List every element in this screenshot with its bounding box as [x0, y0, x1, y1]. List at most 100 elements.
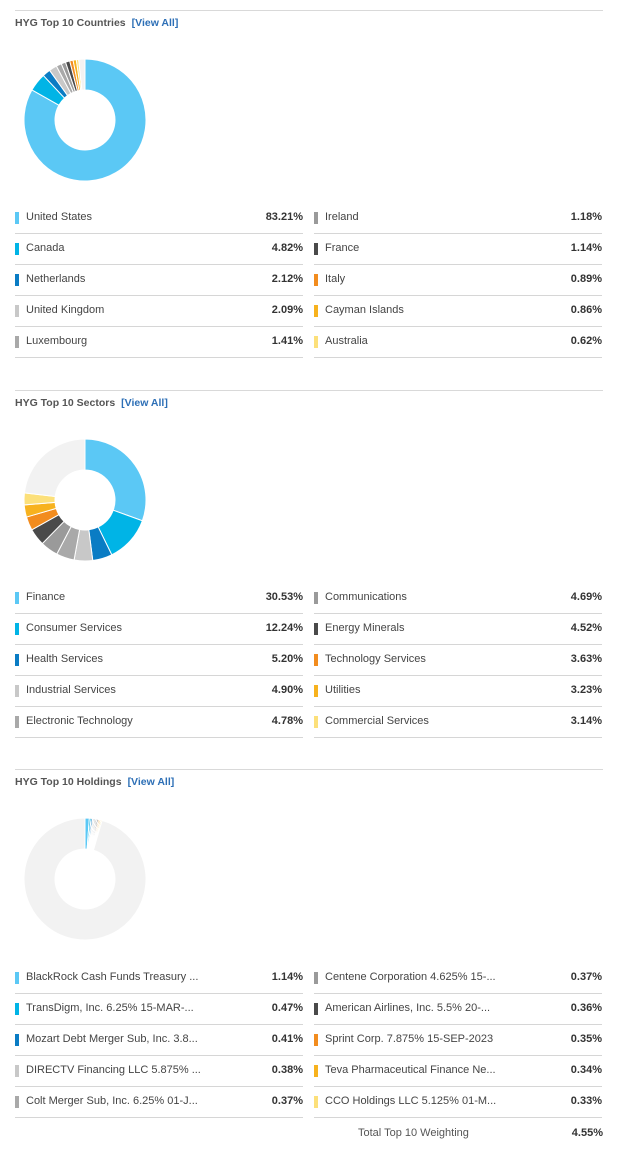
- countries-legend-row: Luxembourg 1.41%: [15, 327, 303, 358]
- holdings-donut-chart: [23, 817, 147, 941]
- legend-color-swatch: [15, 274, 19, 286]
- legend-color-swatch: [314, 336, 318, 348]
- legend-value: 1.14%: [271, 971, 303, 983]
- legend-value: 0.36%: [570, 1002, 602, 1014]
- holdings-legend-row: Colt Merger Sub, Inc. 6.25% 01-J... 0.37%: [15, 1087, 303, 1118]
- legend-label: Energy Minerals: [325, 622, 405, 634]
- countries-view-all-link[interactable]: [View All]: [131, 17, 179, 29]
- legend-value: 83.21%: [265, 211, 303, 223]
- legend-color-swatch: [314, 716, 318, 728]
- sectors-legend-row: Consumer Services 12.24%: [15, 614, 303, 645]
- holdings-legend-row: Teva Pharmaceutical Finance Ne... 0.34%: [314, 1056, 602, 1087]
- legend-value: 3.23%: [570, 684, 602, 696]
- legend-value: 12.24%: [265, 622, 303, 634]
- legend-label: Australia: [325, 335, 368, 347]
- sectors-legend-row: Utilities 3.23%: [314, 676, 602, 707]
- countries-legend-row: Cayman Islands 0.86%: [314, 296, 602, 327]
- legend-label: Sprint Corp. 7.875% 15-SEP-2023: [325, 1033, 494, 1045]
- holdings-legend-row: DIRECTV Financing LLC 5.875% ... 0.38%: [15, 1056, 303, 1087]
- sectors-holdings-divider: [15, 769, 603, 770]
- legend-value: 2.12%: [271, 273, 303, 285]
- legend-value: 3.63%: [570, 653, 602, 665]
- countries-legend-row: France 1.14%: [314, 234, 602, 265]
- legend-color-swatch: [314, 212, 318, 224]
- legend-value: 0.62%: [570, 335, 602, 347]
- legend-color-swatch: [314, 305, 318, 317]
- holdings-legend-row: Sprint Corp. 7.875% 15-SEP-2023 0.35%: [314, 1025, 602, 1056]
- legend-color-swatch: [15, 305, 19, 317]
- countries-legend-left-column: United States 83.21% Canada 4.82% Netherland…: [15, 203, 303, 358]
- holdings-section: HYG Top 10 Holdings [View All] BlackRock …: [15, 769, 603, 1154]
- sectors-title: HYG Top 10 Sectors [View All]: [15, 397, 168, 409]
- legend-label: Communications: [325, 591, 407, 603]
- countries-donut-chart: [23, 58, 147, 182]
- legend-color-swatch: [314, 654, 318, 666]
- legend-label: Cayman Islands: [325, 304, 404, 316]
- sectors-donut-chart: [23, 438, 147, 562]
- legend-value: 0.38%: [271, 1064, 303, 1076]
- legend-label: Netherlands: [26, 273, 86, 285]
- legend-label: Teva Pharmaceutical Finance Ne...: [325, 1064, 496, 1076]
- legend-label: Centene Corporation 4.625% 15-...: [325, 971, 496, 983]
- legend-color-swatch: [314, 685, 318, 697]
- legend-value: 0.33%: [570, 1095, 602, 1107]
- total-weighting-value: 4.55%: [571, 1127, 603, 1139]
- countries-slice: [23, 58, 147, 182]
- legend-color-swatch: [314, 972, 318, 984]
- legend-value: 0.37%: [271, 1095, 303, 1107]
- legend-label: Mozart Debt Merger Sub, Inc. 3.8...: [26, 1033, 198, 1045]
- legend-value: 4.90%: [271, 684, 303, 696]
- countries-legend-row: Canada 4.82%: [15, 234, 303, 265]
- total-weighting-label: Total Top 10 Weighting: [358, 1127, 469, 1139]
- legend-value: 0.34%: [570, 1064, 602, 1076]
- total-weighting: Total Top 10 Weighting 4.55%: [358, 1127, 603, 1139]
- countries-legend-row: Italy 0.89%: [314, 265, 602, 296]
- holdings-title: HYG Top 10 Holdings [View All]: [15, 776, 174, 788]
- legend-color-swatch: [15, 1034, 19, 1046]
- legend-label: Canada: [26, 242, 65, 254]
- legend-value: 0.35%: [570, 1033, 602, 1045]
- legend-value: 0.89%: [570, 273, 602, 285]
- legend-color-swatch: [15, 592, 19, 604]
- legend-value: 0.37%: [570, 971, 602, 983]
- legend-label: Commercial Services: [325, 715, 429, 727]
- countries-title: HYG Top 10 Countries [View All]: [15, 17, 178, 29]
- countries-legend-row: United Kingdom 2.09%: [15, 296, 303, 327]
- legend-color-swatch: [314, 592, 318, 604]
- legend-label: DIRECTV Financing LLC 5.875% ...: [26, 1064, 201, 1076]
- countries-title-text: HYG Top 10 Countries: [15, 17, 126, 29]
- legend-label: Health Services: [26, 653, 104, 665]
- legend-color-swatch: [314, 1034, 318, 1046]
- legend-value: 1.14%: [570, 242, 602, 254]
- holdings-legend-right-column: Centene Corporation 4.625% 15-... 0.37% Am…: [314, 963, 602, 1118]
- legend-value: 5.20%: [271, 653, 303, 665]
- holdings-view-all-link[interactable]: [View All]: [127, 776, 175, 788]
- sectors-legend-right-column: Communications 4.69% Energy Minerals 4.52% T…: [314, 583, 602, 738]
- legend-value: 4.82%: [271, 242, 303, 254]
- countries-legend-row: Australia 0.62%: [314, 327, 602, 358]
- holdings-legend-left-column: BlackRock Cash Funds Treasury ... 1.14% Tr…: [15, 963, 303, 1118]
- legend-color-swatch: [15, 1096, 19, 1108]
- legend-value: 0.47%: [271, 1002, 303, 1014]
- sectors-view-all-link[interactable]: [View All]: [121, 397, 168, 409]
- legend-color-swatch: [15, 243, 19, 255]
- legend-color-swatch: [314, 623, 318, 635]
- legend-label: Consumer Services: [26, 622, 122, 634]
- holdings-legend-row: Centene Corporation 4.625% 15-... 0.37%: [314, 963, 602, 994]
- legend-label: TransDigm, Inc. 6.25% 15-MAR-...: [26, 1002, 194, 1014]
- holdings-legend-row: BlackRock Cash Funds Treasury ... 1.14%: [15, 963, 303, 994]
- legend-value: 30.53%: [265, 591, 303, 603]
- legend-label: Utilities: [325, 684, 361, 696]
- legend-label: Finance: [26, 591, 66, 603]
- legend-value: 4.78%: [271, 715, 303, 727]
- holdings-title-text: HYG Top 10 Holdings: [15, 776, 122, 788]
- legend-label: Luxembourg: [26, 335, 88, 347]
- sectors-title-text: HYG Top 10 Sectors: [15, 397, 116, 409]
- legend-color-swatch: [15, 336, 19, 348]
- legend-value: 3.14%: [570, 715, 602, 727]
- sectors-legend-row: Finance 30.53%: [15, 583, 303, 614]
- sectors-legend-row: Energy Minerals 4.52%: [314, 614, 602, 645]
- legend-color-swatch: [314, 1065, 318, 1077]
- sectors-legend-row: Electronic Technology 4.78%: [15, 707, 303, 738]
- legend-color-swatch: [314, 243, 318, 255]
